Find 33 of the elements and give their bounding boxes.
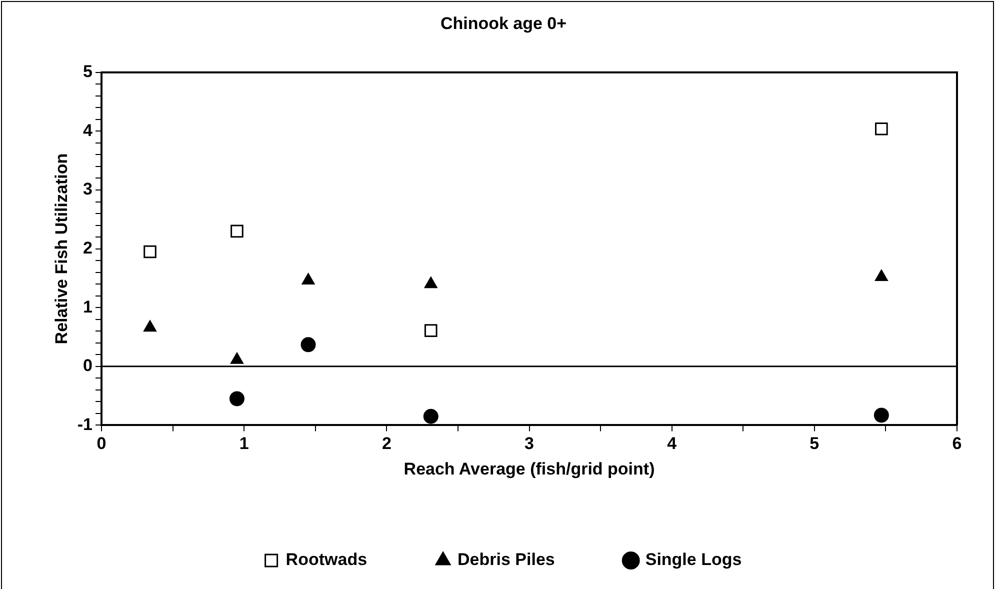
x-tick-label: 0 — [96, 434, 106, 454]
point — [424, 324, 438, 337]
point — [143, 320, 157, 332]
y-tick-label: 3 — [83, 180, 93, 199]
y-tick-label: 5 — [83, 62, 93, 82]
point — [230, 224, 244, 238]
y-axis-title: Relative Fish Utilization — [52, 153, 71, 344]
x-tick-label: 5 — [810, 434, 820, 454]
point — [874, 408, 889, 423]
chart-title: Chinook age 0+ — [440, 14, 567, 33]
x-tick-label: 2 — [382, 434, 392, 454]
point — [144, 245, 156, 258]
x-tick-label: 6 — [952, 434, 962, 454]
legend-label: Debris Piles — [458, 550, 555, 570]
point — [230, 352, 244, 364]
x-tick-label: 4 — [667, 434, 678, 454]
point — [875, 122, 888, 136]
point — [229, 391, 244, 406]
point — [300, 337, 316, 352]
x-tick-label: 3 — [524, 434, 534, 454]
point — [302, 273, 315, 285]
y-tick-label: 4 — [83, 120, 94, 140]
x-axis-title: Reach Average (fish/grid point) — [404, 459, 655, 478]
y-tick-label: -1 — [77, 414, 93, 434]
y-tick-label: 1 — [83, 297, 93, 316]
legend-label: Single Logs — [645, 550, 742, 570]
y-tick-label: 2 — [83, 238, 93, 258]
legend-label: Rootwads — [286, 550, 368, 570]
point — [423, 408, 438, 424]
y-tick-label: 0 — [83, 356, 93, 376]
point — [874, 270, 888, 282]
point — [424, 276, 438, 288]
x-tick-label: 1 — [239, 434, 249, 454]
